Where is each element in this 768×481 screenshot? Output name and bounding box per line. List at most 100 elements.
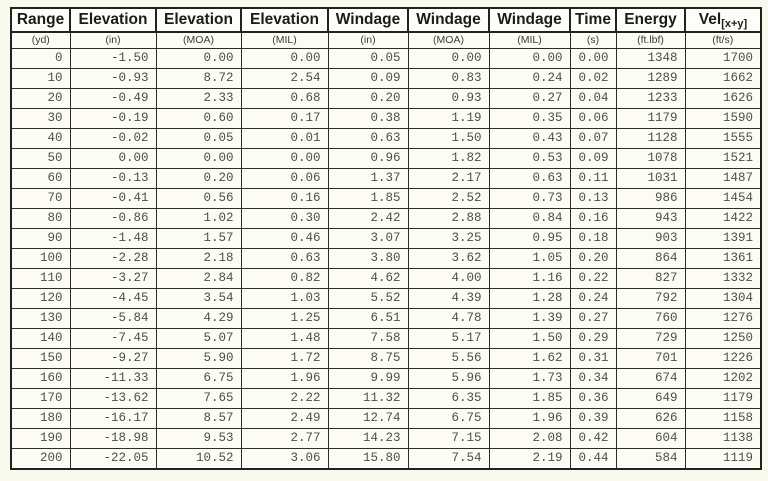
cell: 2.22	[240, 387, 329, 409]
cell: 1.82	[407, 147, 490, 169]
cell: 1700	[684, 47, 762, 69]
cell: -7.45	[69, 327, 157, 349]
table-row: 200 -22.05 10.52 3.06 15.80 7.54 2.19 0.44 584 11…	[10, 447, 762, 469]
cell: -13.62	[69, 387, 157, 409]
cell: 0.24	[569, 287, 617, 309]
cell: 0.83	[407, 67, 490, 89]
cell: 3.62	[407, 247, 490, 269]
cell: 2.49	[240, 407, 329, 429]
cell: 4.78	[407, 307, 490, 329]
cell: 110	[10, 267, 71, 289]
cell: -0.13	[69, 167, 157, 189]
cell: 0.18	[569, 227, 617, 249]
cell: 1.02	[155, 207, 242, 229]
cell: 15.80	[327, 447, 409, 469]
table-wrapper: Range Elevation Elevation Elevation Wind…	[10, 7, 762, 470]
unit-velocity: (ft/s)	[684, 31, 762, 49]
cell: -2.28	[69, 247, 157, 269]
col-header-velocity: Vel[x+y]	[684, 7, 762, 33]
cell: 0.05	[327, 47, 409, 69]
cell: 0.42	[569, 427, 617, 449]
cell: 140	[10, 327, 71, 349]
cell: 0.73	[488, 187, 571, 209]
header-row: Range Elevation Elevation Elevation Wind…	[10, 7, 762, 33]
cell: 1662	[684, 67, 762, 89]
cell: 1.50	[488, 327, 571, 349]
cell: 0.06	[569, 107, 617, 129]
table-row: 70 -0.41 0.56 0.16 1.85 2.52 0.73 0.13 986 1454	[10, 187, 762, 209]
cell: 1289	[615, 67, 686, 89]
cell: 1304	[684, 287, 762, 309]
table-row: 0 -1.50 0.00 0.00 0.05 0.00 0.00 0.00 1348 1700	[10, 47, 762, 69]
cell: 2.08	[488, 427, 571, 449]
cell: 200	[10, 447, 71, 469]
cell: 70	[10, 187, 71, 209]
cell: 3.06	[240, 447, 329, 469]
velocity-subscript: [x+y]	[721, 17, 748, 30]
cell: 1626	[684, 87, 762, 109]
cell: -0.93	[69, 67, 157, 89]
table-row: 10 -0.93 8.72 2.54 0.09 0.83 0.24 0.02 1289 1662	[10, 67, 762, 89]
cell: 0.43	[488, 127, 571, 149]
cell: 1391	[684, 227, 762, 249]
table-row: 60 -0.13 0.20 0.06 1.37 2.17 0.63 0.11 1031 1487	[10, 167, 762, 189]
cell: 0.04	[569, 87, 617, 109]
cell: -1.48	[69, 227, 157, 249]
cell: 0.06	[240, 167, 329, 189]
unit-time: (s)	[569, 31, 617, 49]
cell: 7.65	[155, 387, 242, 409]
cell: 0.82	[240, 267, 329, 289]
cell: 120	[10, 287, 71, 309]
cell: 1202	[684, 367, 762, 389]
cell: 80	[10, 207, 71, 229]
cell: 0.11	[569, 167, 617, 189]
cell: 1.19	[407, 107, 490, 129]
cell: -0.19	[69, 107, 157, 129]
cell: 584	[615, 447, 686, 469]
cell: 1555	[684, 127, 762, 149]
cell: 2.33	[155, 87, 242, 109]
table-row: 170 -13.62 7.65 2.22 11.32 6.35 1.85 0.36 649 117…	[10, 387, 762, 409]
table-row: 160 -11.33 6.75 1.96 9.99 5.96 1.73 0.34 674 1202	[10, 367, 762, 389]
cell: 6.75	[155, 367, 242, 389]
cell: 0.30	[240, 207, 329, 229]
cell: 170	[10, 387, 71, 409]
table-row: 100 -2.28 2.18 0.63 3.80 3.62 1.05 0.20 864 1361	[10, 247, 762, 269]
cell: 0.13	[569, 187, 617, 209]
table-row: 110 -3.27 2.84 0.82 4.62 4.00 1.16 0.22 827 1332	[10, 267, 762, 289]
cell: 1179	[615, 107, 686, 129]
cell: 7.58	[327, 327, 409, 349]
cell: 160	[10, 367, 71, 389]
table-row: 30 -0.19 0.60 0.17 0.38 1.19 0.35 0.06 1179 1590	[10, 107, 762, 129]
table-row: 90 -1.48 1.57 0.46 3.07 3.25 0.95 0.18 903 1391	[10, 227, 762, 249]
cell: 827	[615, 267, 686, 289]
cell: 0.31	[569, 347, 617, 369]
cell: -4.45	[69, 287, 157, 309]
cell: -0.41	[69, 187, 157, 209]
unit-range: (yd)	[10, 31, 71, 49]
cell: 8.57	[155, 407, 242, 429]
cell: 0.09	[327, 67, 409, 89]
cell: 2.54	[240, 67, 329, 89]
cell: 649	[615, 387, 686, 409]
cell: 0.27	[569, 307, 617, 329]
ballistics-table: Range Elevation Elevation Elevation Wind…	[10, 7, 762, 470]
cell: 20	[10, 87, 71, 109]
cell: -16.17	[69, 407, 157, 429]
cell: 7.54	[407, 447, 490, 469]
unit-windage-in: (in)	[327, 31, 409, 49]
cell: 50	[10, 147, 71, 169]
table-row: 120 -4.45 3.54 1.03 5.52 4.39 1.28 0.24 792 1304	[10, 287, 762, 309]
cell: 0.00	[569, 47, 617, 69]
table-body: 0 -1.50 0.00 0.00 0.05 0.00 0.00 0.00 1348 1700 10…	[10, 47, 762, 469]
cell: 2.19	[488, 447, 571, 469]
cell: 0.16	[569, 207, 617, 229]
col-header-elevation-in: Elevation	[69, 7, 157, 33]
cell: 1.05	[488, 247, 571, 269]
cell: 0.53	[488, 147, 571, 169]
cell: 701	[615, 347, 686, 369]
cell: 1.50	[407, 127, 490, 149]
cell: 1.03	[240, 287, 329, 309]
cell: 0.68	[240, 87, 329, 109]
cell: 0.63	[488, 167, 571, 189]
